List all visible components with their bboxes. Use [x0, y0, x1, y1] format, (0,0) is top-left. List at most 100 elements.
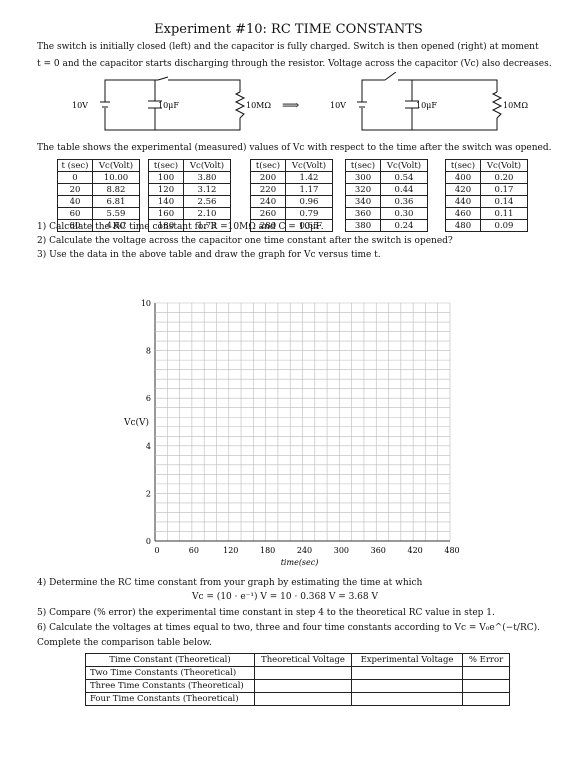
voltage-cell: 0.17 — [480, 183, 528, 196]
voltage-cell: 0.54 — [380, 171, 428, 184]
theoretical-voltage-cell[interactable] — [254, 666, 352, 680]
comparison-header: Experimental Voltage — [351, 653, 463, 667]
table-header: Vc(Volt) — [285, 159, 333, 172]
time-cell: 360 — [345, 207, 381, 220]
table-header: t(sec) — [250, 159, 286, 172]
transition-arrow-icon: ⟹ — [282, 98, 299, 112]
question-2: 2) Calculate the voltage across the capa… — [37, 236, 453, 246]
voltage-cell: 10.00 — [92, 171, 140, 184]
x-tick-label: 420 — [407, 546, 422, 555]
time-cell: 120 — [148, 183, 184, 196]
voltage-cell: 0.24 — [380, 219, 428, 232]
question-3: 3) Use the data in the above table and d… — [37, 250, 381, 260]
time-cell: 220 — [250, 183, 286, 196]
time-cell: 160 — [148, 207, 184, 220]
comparison-header: % Error — [462, 653, 510, 667]
experimental-voltage-cell[interactable] — [351, 679, 463, 693]
theoretical-voltage-cell[interactable] — [254, 679, 352, 693]
time-cell: 480 — [445, 219, 481, 232]
voltage-cell: 0.11 — [480, 207, 528, 220]
graph-y-label: Vc(V) — [124, 418, 150, 428]
measurement-block-5: t(sec) Vc(Volt) 400 0.20 420 0.17 440 0.14 460 0.… — [445, 159, 528, 232]
percent-error-cell[interactable] — [462, 666, 510, 680]
table-header: Vc(Volt) — [480, 159, 528, 172]
percent-error-cell[interactable] — [462, 692, 510, 706]
table-header: t(sec) — [148, 159, 184, 172]
voltage-cell: 2.56 — [183, 195, 231, 208]
voltage-cell: 6.81 — [92, 195, 140, 208]
question-4-formula: Vc = (10 · e⁻¹) V = 10 · 0.368 V = 3.68 … — [192, 592, 378, 602]
voltage-cell: 2.10 — [183, 207, 231, 220]
y-tick-label: 6 — [146, 394, 151, 403]
x-tick-label: 120 — [223, 546, 238, 555]
x-tick-label: 180 — [260, 546, 275, 555]
table-header: t (sec) — [57, 159, 93, 172]
question-6: 6) Calculate the voltages at times equal… — [37, 623, 540, 633]
y-tick-label: 8 — [146, 347, 151, 356]
voltage-cell: 0.96 — [285, 195, 333, 208]
table-intro: The table shows the experimental (measur… — [37, 143, 552, 153]
time-cell: 340 — [345, 195, 381, 208]
time-cell: 20 — [57, 183, 93, 196]
question-4: 4) Determine the RC time constant from y… — [37, 578, 423, 588]
table-header: Vc(Volt) — [183, 159, 231, 172]
y-tick-label: 0 — [146, 537, 151, 546]
resistor-label-left: 10MΩ — [246, 101, 271, 110]
measurement-block-3: t(sec) Vc(Volt) 200 1.42 220 1.17 240 0.96 260 0.… — [250, 159, 333, 232]
experimental-voltage-cell[interactable] — [351, 692, 463, 706]
x-tick-label: 300 — [334, 546, 349, 555]
table-header: Vc(Volt) — [92, 159, 140, 172]
capacitor-label-right: 10μF — [416, 101, 437, 110]
time-cell: 380 — [345, 219, 381, 232]
battery-label-left: 10V — [72, 101, 88, 110]
time-cell: 40 — [57, 195, 93, 208]
theoretical-voltage-cell[interactable] — [254, 692, 352, 706]
voltage-cell: 0.36 — [380, 195, 428, 208]
comparison-row-label: Two Time Constants (Theoretical) — [85, 666, 255, 680]
table-header: t(sec) — [345, 159, 381, 172]
experimental-voltage-cell[interactable] — [351, 666, 463, 680]
time-cell: 0 — [57, 171, 93, 184]
time-cell: 420 — [445, 183, 481, 196]
comparison-row-label: Four Time Constants (Theoretical) — [85, 692, 255, 706]
comparison-row-label: Three Time Constants (Theoretical) — [85, 679, 255, 693]
voltage-cell: 0.30 — [380, 207, 428, 220]
x-tick-label: 240 — [297, 546, 312, 555]
voltage-cell: 3.80 — [183, 171, 231, 184]
question-7: Complete the comparison table below. — [37, 638, 212, 648]
percent-error-cell[interactable] — [462, 679, 510, 693]
table-header: t(sec) — [445, 159, 481, 172]
measurement-block-1: t (sec) Vc(Volt) 0 10.00 20 8.82 40 6.81 60 5.59 8… — [57, 159, 140, 232]
voltage-cell: 0.20 — [480, 171, 528, 184]
y-tick-label: 2 — [146, 489, 151, 498]
intro-line-2: t = 0 and the capacitor starts dischargi… — [37, 59, 552, 69]
table-header: Vc(Volt) — [380, 159, 428, 172]
voltage-cell: 0.65 — [285, 219, 333, 232]
time-cell: 400 — [445, 171, 481, 184]
time-cell: 320 — [345, 183, 381, 196]
voltage-cell: 3.12 — [183, 183, 231, 196]
time-cell: 100 — [148, 171, 184, 184]
voltage-cell: 0.44 — [380, 183, 428, 196]
voltage-cell: 0.09 — [480, 219, 528, 232]
capacitor-label-left: 10μF — [158, 101, 179, 110]
comparison-header: Theoretical Voltage — [254, 653, 352, 667]
measurement-block-2: t(sec) Vc(Volt) 100 3.80 120 3.12 140 2.56 160 2.… — [148, 159, 231, 232]
x-tick-label: 360 — [371, 546, 386, 555]
x-tick-label: 60 — [189, 546, 199, 555]
time-cell: 260 — [250, 207, 286, 220]
voltage-cell: 0.14 — [480, 195, 528, 208]
time-cell: 300 — [345, 171, 381, 184]
page-title: Experiment #10: RC TIME CONSTANTS — [154, 22, 423, 37]
y-tick-label: 4 — [146, 442, 151, 451]
question-1: 1) Calculate the RC time constant for R … — [37, 222, 324, 232]
battery-label-right: 10V — [330, 101, 346, 110]
voltage-cell: 0.79 — [285, 207, 333, 220]
voltage-cell: 1.17 — [285, 183, 333, 196]
time-cell: 80 — [57, 219, 93, 232]
comparison-header: Time Constant (Theoretical) — [85, 653, 255, 667]
time-cell: 460 — [445, 207, 481, 220]
time-cell: 240 — [250, 195, 286, 208]
voltage-cell: 1.42 — [285, 171, 333, 184]
voltage-cell: 5.59 — [92, 207, 140, 220]
